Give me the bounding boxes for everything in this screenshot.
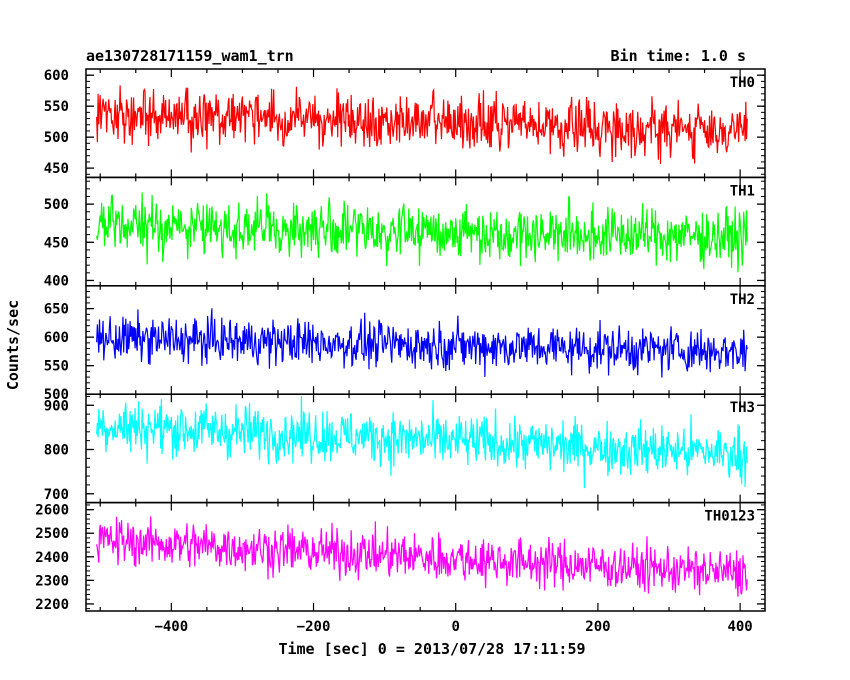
panel-label-th0123: TH0123 [704, 509, 755, 525]
x-axis: −400 −200 0 200 400 [99, 69, 753, 635]
y-tick-label: 650 [44, 302, 69, 318]
panel-label-th0: TH0 [730, 75, 755, 91]
y-tick-label: 450 [44, 235, 69, 251]
y-tick-label: 2600 [35, 503, 69, 519]
panel-label-th1: TH1 [730, 183, 755, 199]
y-tick-label: 600 [44, 330, 69, 346]
panel-label-th2: TH2 [730, 292, 755, 308]
series-th1 [96, 192, 748, 273]
y-tick-label: 700 [44, 487, 69, 503]
y-tick-label: 500 [44, 130, 69, 146]
x-tick-label: 400 [727, 619, 752, 635]
x-axis-title: Time [sec] 0 = 2013/07/28 17:11:59 [278, 640, 585, 658]
x-tick-label: −400 [154, 619, 188, 635]
series-th0 [96, 85, 748, 164]
series-th2 [96, 308, 748, 378]
y-tick-label: 550 [44, 359, 69, 375]
y-tick-label: 900 [44, 398, 69, 414]
y-tick-label: 550 [44, 99, 69, 115]
y-axis-title: Counts/sec [4, 300, 22, 390]
panels-group: 450 500 550 600 TH0 400 450 500 TH1 500 550 600 650 T… [35, 68, 766, 613]
panel-th3: 700 800 900 TH3 [44, 393, 766, 504]
x-tick-label: −200 [297, 619, 331, 635]
chart-title: ae130728171159_wam1_trn [86, 47, 294, 65]
panel-th0: 450 500 550 600 TH0 [44, 68, 766, 179]
y-tick-label: 800 [44, 443, 69, 459]
y-tick-label: 600 [44, 68, 69, 84]
y-tick-label: 500 [44, 197, 69, 213]
y-tick-label: 2400 [35, 550, 69, 566]
panel-frame [85, 176, 766, 287]
panel-th2: 500 550 600 650 TH2 [44, 285, 766, 403]
panel-th0123: 2200 2300 2400 2500 2600 TH0123 [35, 501, 766, 613]
y-tick-label: 450 [44, 161, 69, 177]
series-th0123 [96, 516, 748, 597]
y-tick-label: 400 [44, 273, 69, 289]
panel-th1: 400 450 500 TH1 [44, 176, 766, 289]
series-th3 [96, 396, 748, 489]
panel-label-th3: TH3 [730, 400, 755, 416]
x-tick-label: 0 [451, 619, 459, 635]
x-tick-label: 200 [585, 619, 610, 635]
y-tick-label: 500 [44, 387, 69, 403]
y-tick-label: 2200 [35, 597, 69, 613]
y-tick-label: 2300 [35, 573, 69, 589]
y-tick-label: 2500 [35, 526, 69, 542]
bin-time-label: Bin time: 1.0 s [611, 47, 746, 65]
